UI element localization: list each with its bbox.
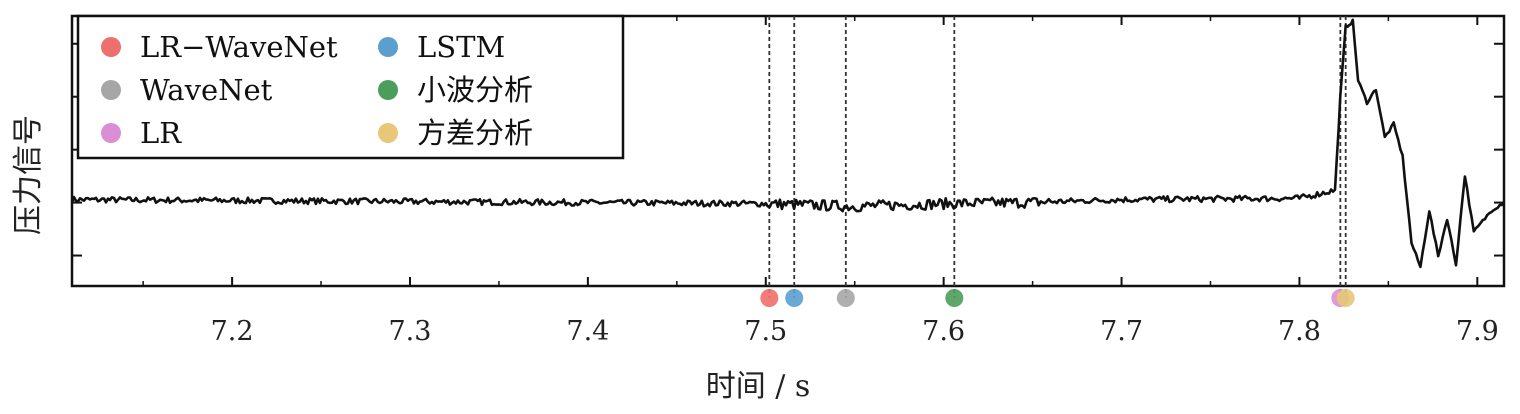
legend-label-3: LSTM [417, 30, 505, 64]
legend-swatch-1 [101, 80, 121, 100]
legend-swatch-0 [101, 37, 121, 57]
detection-marker-1 [785, 289, 804, 307]
legend-swatch-3 [378, 37, 398, 57]
legend-label-2: LR [140, 116, 182, 150]
x-ticks: 7.2 7.3 7.4 7.5 7.6 7.7 7.8 7.9 [142, 16, 1499, 347]
detection-markers [760, 289, 1355, 307]
x-tick-label-1: 7.3 [389, 316, 432, 347]
legend-label-0: LR−WaveNet [140, 30, 338, 64]
detection-marker-3 [945, 289, 964, 307]
x-tick-label-4: 7.6 [922, 316, 965, 347]
pressure-signal [70, 18, 1506, 269]
x-tick-label-0: 7.2 [211, 316, 254, 347]
x-tick-label-3: 7.5 [744, 316, 787, 347]
legend-swatch-5 [378, 123, 398, 143]
y-axis-title: 压力信号 [11, 115, 46, 235]
legend-box [76, 14, 625, 160]
plot-frame [70, 14, 1506, 288]
x-tick-label-5: 7.7 [1100, 316, 1143, 347]
x-tick-label-2: 7.4 [566, 316, 609, 347]
detection-marker-5 [1336, 289, 1355, 307]
detection-marker-2 [836, 289, 855, 307]
legend-swatch-4 [378, 80, 398, 100]
legend-label-1: WaveNet [140, 73, 273, 107]
x-tick-label-7: 7.9 [1456, 316, 1499, 347]
x-axis-title: 时间 / s [706, 369, 811, 404]
legend-swatch-2 [101, 123, 121, 143]
legend-label-4: 小波分析 [417, 73, 533, 107]
detection-marker-0 [760, 289, 779, 307]
legend-label-5: 方差分析 [417, 116, 533, 150]
signal-line [70, 18, 1506, 269]
x-tick-label-6: 7.8 [1278, 316, 1321, 347]
detection-lines [768, 16, 1347, 298]
